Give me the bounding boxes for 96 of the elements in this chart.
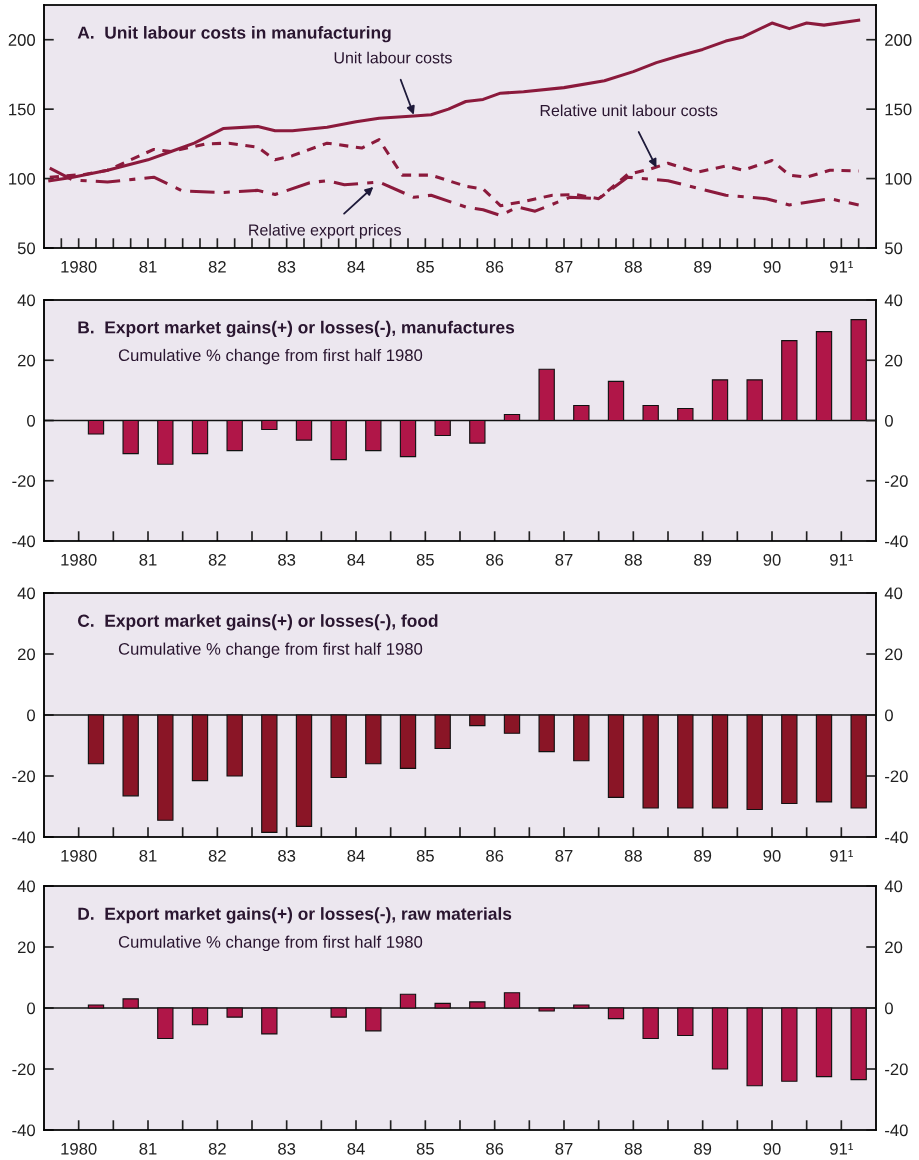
x-tick-label: 90: [763, 1142, 781, 1155]
x-tick-label: 88: [624, 260, 642, 273]
x-tick-label: 89: [694, 849, 712, 862]
x-tick-label: 91¹: [830, 849, 854, 862]
y2-tick-label: 40: [884, 294, 903, 307]
annotation: Relative export prices: [249, 223, 401, 239]
x-tick-label: 1980: [61, 260, 97, 273]
y-tick-label: -20: [12, 475, 36, 487]
x-tick-label: 90: [763, 553, 781, 566]
y2-tick-label: -20: [885, 1063, 908, 1076]
x-tick-label: 81: [139, 260, 157, 273]
annotation: Unit labour costs: [334, 51, 452, 64]
y2-tick-label: 100: [885, 172, 912, 185]
x-tick-label: 82: [208, 260, 226, 273]
x-tick-label: 87: [555, 849, 573, 862]
y-tick-label: 100: [9, 172, 36, 185]
text: A. Unit labour costs in manufacturing: [77, 26, 391, 43]
x-tick-label: 91¹: [830, 260, 854, 273]
x-tick-label: 1980: [61, 553, 97, 566]
x-tick-label: 91¹: [830, 553, 854, 566]
x-tick-label: 89: [694, 260, 712, 273]
x-tick-label: 82: [208, 553, 226, 566]
x-tick-label: 90: [763, 260, 781, 273]
x-tick-label: 87: [555, 260, 573, 273]
x-tick-label: 83: [278, 849, 296, 862]
x-tick-label: 1980: [61, 1142, 97, 1155]
x-tick-label: 84: [347, 553, 365, 566]
x-tick-label: 85: [416, 849, 434, 862]
y-tick-label: 20: [17, 648, 36, 661]
x-tick-label: 86: [486, 1142, 504, 1155]
text: C. Export market gains(+) or losses(-), food: [77, 614, 438, 631]
x-tick-label: 84: [347, 1142, 365, 1155]
y2-tick-label: 150: [885, 103, 912, 116]
x-tick-label: 86: [486, 260, 504, 273]
x-tick-label: 87: [555, 1142, 573, 1155]
y-tick-label: 0: [27, 709, 36, 722]
x-tick-label: 83: [278, 1142, 296, 1155]
x-tick-label: 1980: [61, 849, 97, 862]
y2-tick-label: 0: [884, 1002, 893, 1015]
x-tick-label: 84: [347, 849, 365, 862]
x-tick-label: 81: [139, 553, 157, 566]
y-tick-label: -40: [12, 1124, 36, 1137]
x-tick-label: 90: [763, 849, 781, 862]
y-tick-label: 200: [8, 34, 36, 46]
y-tick-label: -40: [12, 831, 36, 844]
y2-tick-label: -40: [885, 535, 908, 548]
x-tick-label: 84: [347, 260, 365, 273]
x-tick-label: 81: [139, 1142, 157, 1155]
y2-tick-label: 20: [885, 941, 903, 954]
y2-tick-label: 20: [885, 648, 903, 661]
y-tick-label: -20: [12, 770, 36, 783]
annotation: Relative unit labour costs: [540, 104, 718, 117]
x-tick-label: 82: [208, 1142, 226, 1155]
y-tick-label: 50: [17, 242, 36, 255]
y2-tick-label: -40: [885, 831, 908, 844]
x-tick-label: 81: [139, 849, 157, 862]
text: Cumulative % change from first half 1980: [118, 935, 423, 952]
x-tick-label: 82: [208, 849, 226, 862]
x-tick-label: 86: [486, 553, 504, 566]
y2-tick-label: 0: [884, 414, 893, 427]
y-tick-label: 40: [17, 294, 36, 307]
y2-tick-label: 40: [884, 880, 903, 893]
text: B. Export market gains(+) or losses(-), manufactures: [78, 320, 515, 338]
y2-tick-label: -20: [885, 475, 908, 487]
y2-tick-label: -40: [885, 1124, 908, 1137]
y2-tick-label: 200: [885, 34, 912, 46]
y2-tick-label: 20: [885, 354, 903, 367]
y-tick-label: 40: [17, 587, 36, 600]
y-tick-label: -40: [12, 535, 36, 548]
y-tick-label: 0: [27, 1002, 36, 1015]
text: Cumulative % change from first half 1980: [118, 348, 423, 365]
y-tick-label: 20: [17, 354, 36, 367]
x-tick-label: 87: [555, 553, 573, 566]
x-tick-label: 86: [486, 849, 504, 862]
y2-tick-label: 0: [884, 709, 893, 722]
text: D. Export market gains(+) or losses(-), raw materials: [78, 907, 512, 924]
x-tick-label: 88: [624, 849, 642, 862]
x-tick-label: 88: [624, 553, 642, 566]
y-tick-label: 40: [17, 880, 36, 893]
y-tick-label: -20: [12, 1063, 36, 1076]
x-tick-label: 91¹: [830, 1142, 854, 1155]
x-tick-label: 89: [694, 553, 712, 566]
x-tick-label: 85: [416, 553, 434, 566]
x-tick-label: 85: [416, 1142, 434, 1155]
x-tick-label: 85: [416, 260, 434, 273]
y2-tick-label: 50: [885, 242, 903, 255]
x-tick-label: 83: [278, 553, 296, 566]
x-tick-label: 83: [278, 260, 296, 273]
text: Cumulative % change from first half 1980: [118, 642, 423, 659]
y2-tick-label: 40: [884, 587, 903, 600]
y-tick-label: 0: [27, 414, 36, 427]
x-tick-label: 89: [694, 1142, 712, 1155]
y-tick-label: 20: [17, 941, 36, 954]
x-tick-label: 88: [624, 1142, 642, 1155]
y-tick-label: 150: [9, 103, 36, 116]
y2-tick-label: -20: [885, 770, 908, 783]
